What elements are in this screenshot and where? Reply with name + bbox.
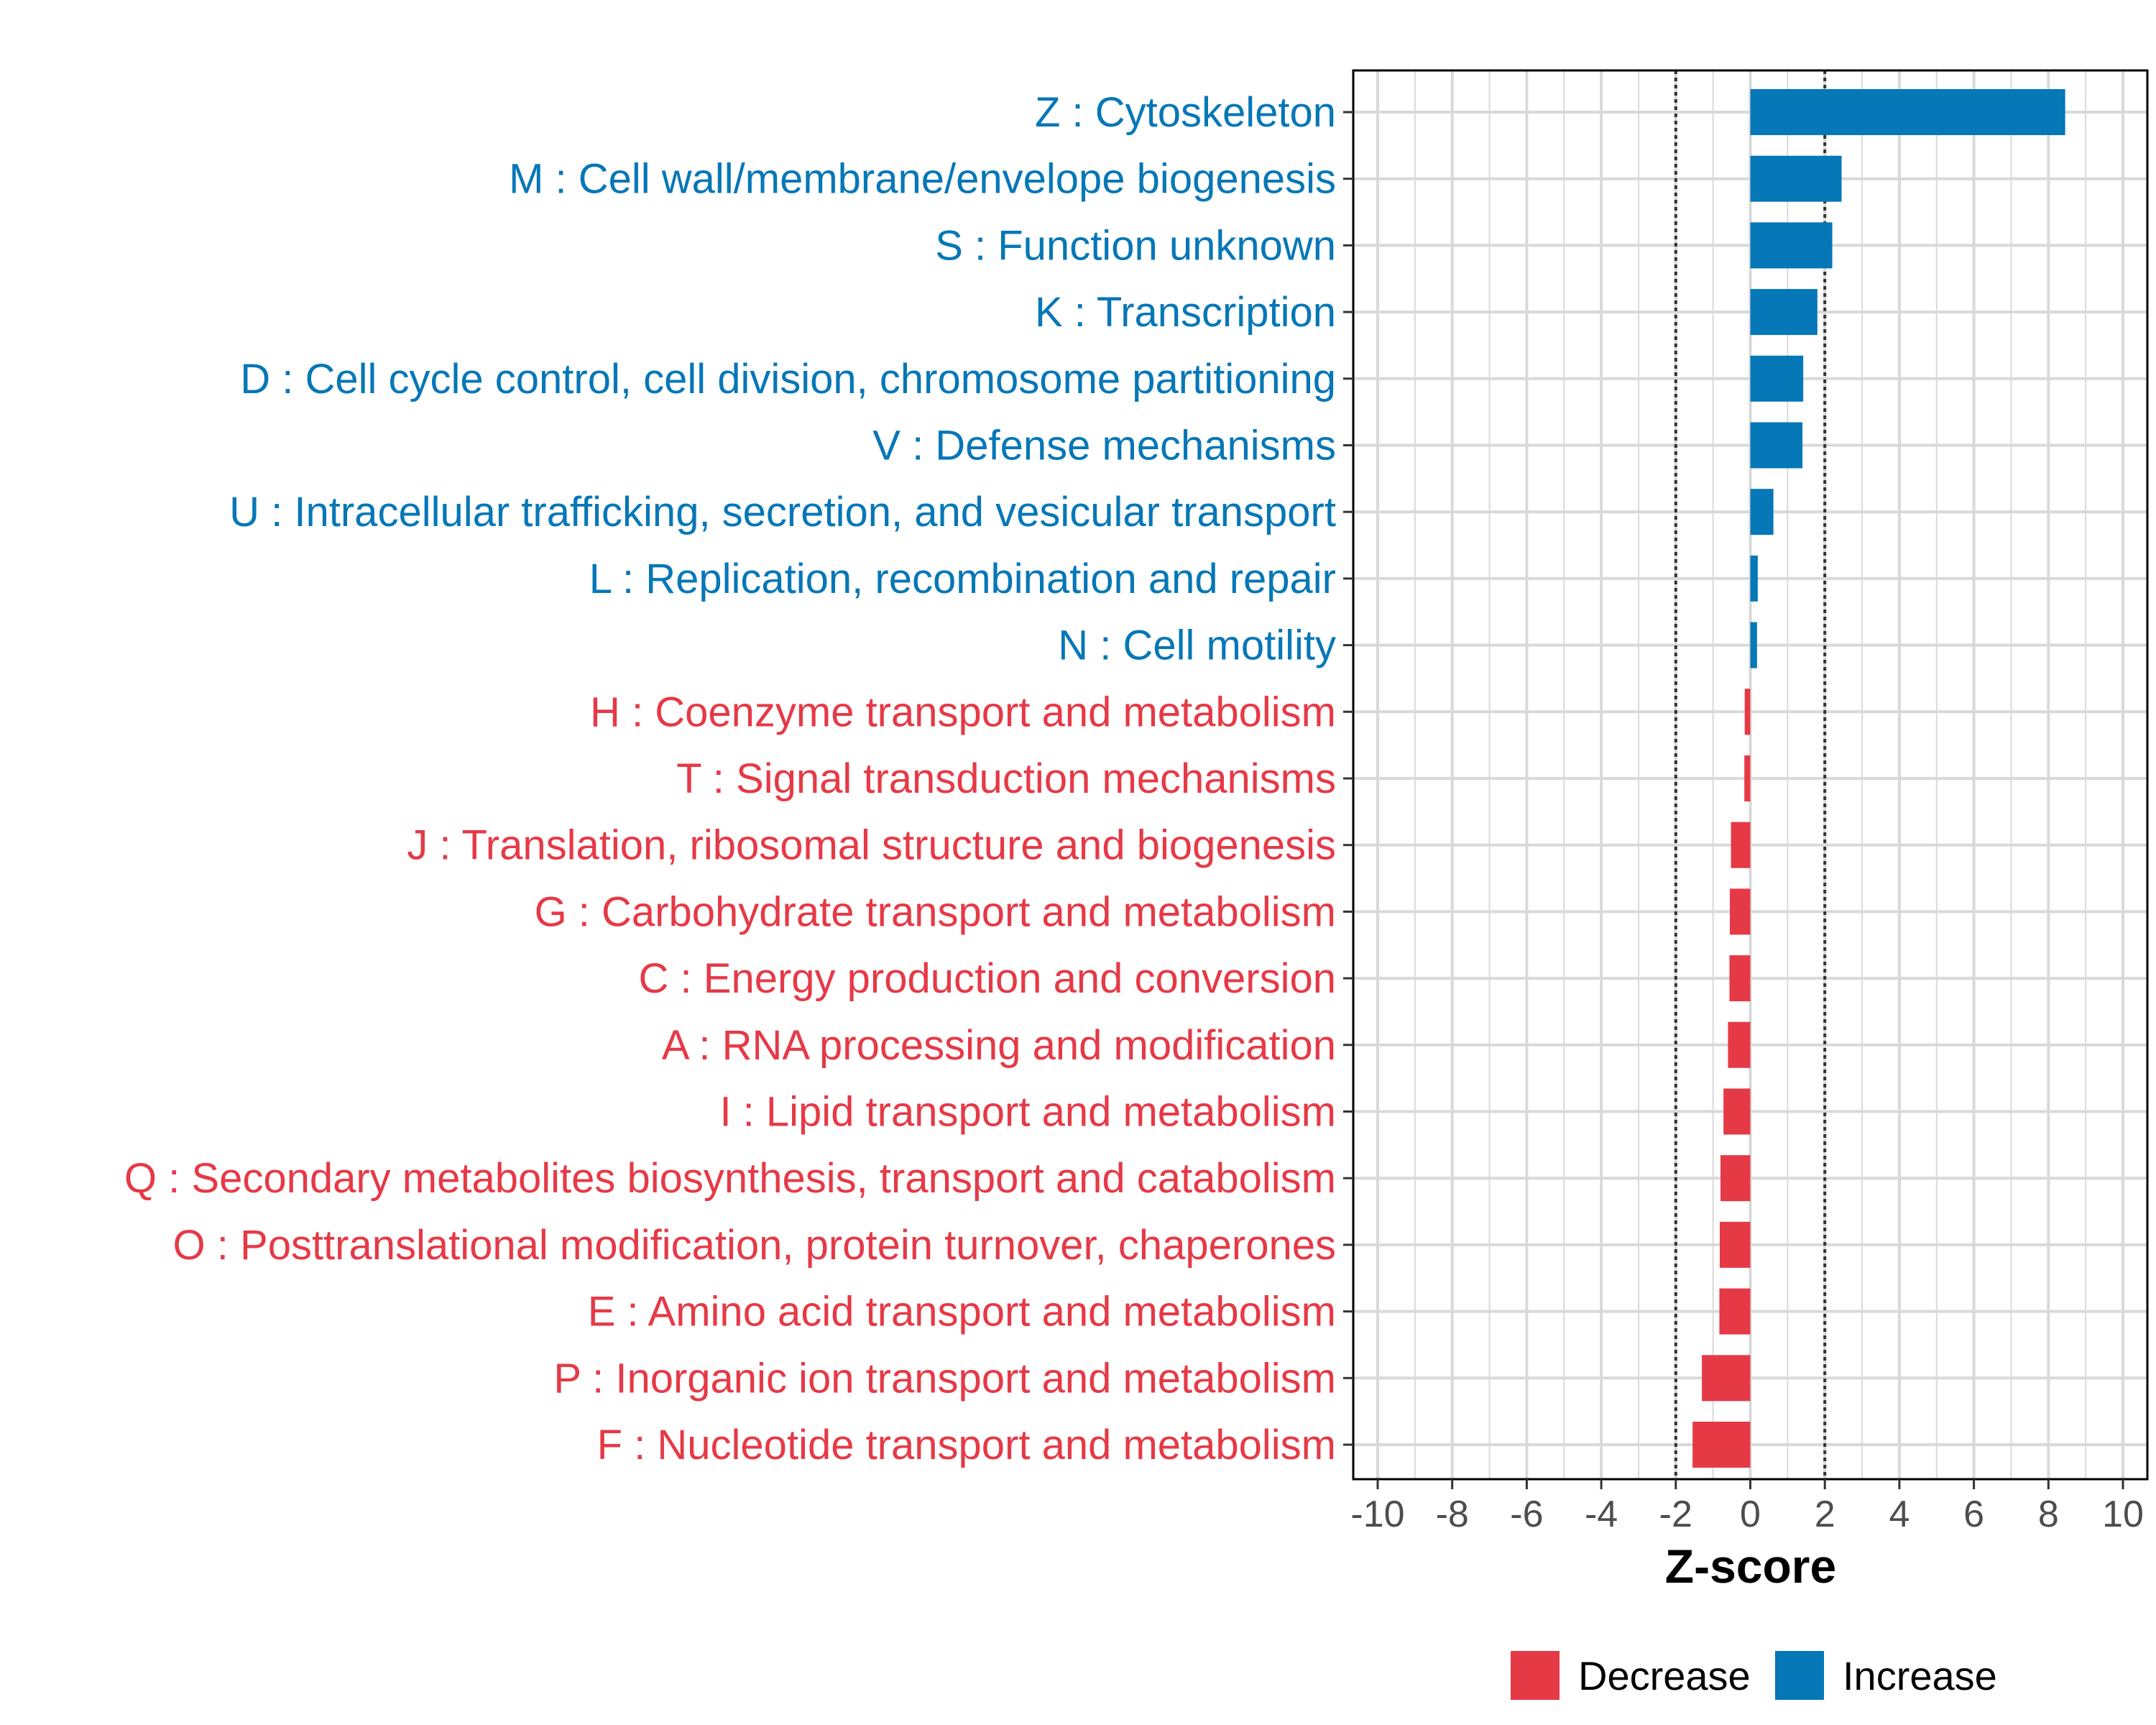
reference-lines xyxy=(1674,70,1827,1479)
legend-swatch xyxy=(1511,1651,1560,1700)
category-label: Z : Cytoskeleton xyxy=(1035,89,1336,136)
category-label: C : Energy production and conversion xyxy=(639,955,1336,1002)
category-label: D : Cell cycle control, cell division, c… xyxy=(240,356,1336,402)
bar xyxy=(1744,755,1751,801)
category-label: G : Carbohydrate transport and metabolis… xyxy=(535,888,1336,935)
category-label: H : Coenzyme transport and metabolism xyxy=(590,689,1336,735)
bar xyxy=(1750,89,2065,135)
bar xyxy=(1750,422,1803,469)
legend-swatch xyxy=(1775,1651,1824,1700)
category-label: T : Signal transduction mechanisms xyxy=(676,755,1336,802)
category-label: J : Translation, ribosomal structure and… xyxy=(407,822,1336,869)
x-tick-label: -2 xyxy=(1659,1494,1692,1535)
category-label: S : Function unknown xyxy=(935,222,1336,269)
bar xyxy=(1729,955,1751,1002)
bar xyxy=(1744,689,1751,735)
category-label: F : Nucleotide transport and metabolism xyxy=(597,1422,1336,1468)
bar xyxy=(1750,355,1804,402)
category-label: I : Lipid transport and metabolism xyxy=(719,1089,1336,1136)
category-label: O : Posttranslational modification, prot… xyxy=(173,1222,1336,1269)
x-tick-label: 4 xyxy=(1889,1494,1909,1535)
category-label: L : Replication, recombination and repai… xyxy=(589,556,1336,602)
legend-label: Decrease xyxy=(1578,1653,1751,1698)
x-tick-label: 2 xyxy=(1815,1494,1835,1535)
bar xyxy=(1731,822,1751,868)
bar xyxy=(1750,489,1774,535)
category-labels: Z : Cytoskeleton M : Cell wall/membrane/e… xyxy=(124,89,1336,1468)
category-label: P : Inorganic ion transport and metaboli… xyxy=(553,1355,1336,1402)
category-label: N : Cell motility xyxy=(1058,622,1336,669)
x-axis-ticks: -10 -8 -6 -4 -2 0 2 4 6 8 10 xyxy=(1350,1479,2144,1535)
x-tick-label: -10 xyxy=(1350,1494,1404,1535)
bar xyxy=(1719,1221,1751,1268)
legend: Decrease Increase xyxy=(1511,1651,1997,1700)
legend-label: Increase xyxy=(1843,1653,1997,1698)
category-label: V : Defense mechanisms xyxy=(872,423,1336,469)
bar xyxy=(1702,1355,1751,1402)
x-tick-label: -8 xyxy=(1436,1494,1469,1535)
bar xyxy=(1750,155,1842,202)
bar xyxy=(1719,1288,1751,1335)
bar xyxy=(1723,1088,1751,1135)
category-label: Q : Secondary metabolites biosynthesis, … xyxy=(124,1155,1336,1202)
bar xyxy=(1750,622,1757,668)
y-axis-ticks xyxy=(1343,111,1353,1446)
category-label: K : Transcription xyxy=(1035,289,1336,336)
bar xyxy=(1692,1422,1751,1468)
x-tick-label: 0 xyxy=(1740,1494,1761,1535)
bar xyxy=(1720,1155,1751,1202)
category-label: E : Amino acid transport and metabolism xyxy=(588,1289,1336,1335)
bars xyxy=(1692,89,2065,1468)
x-tick-label: -4 xyxy=(1585,1494,1618,1535)
x-tick-label: 10 xyxy=(2102,1494,2144,1535)
bar xyxy=(1750,555,1758,602)
x-tick-label: 8 xyxy=(2038,1494,2059,1535)
bar xyxy=(1750,289,1818,336)
category-label: A : RNA processing and modification xyxy=(662,1022,1336,1069)
category-label: M : Cell wall/membrane/envelope biogenes… xyxy=(509,156,1336,203)
bar xyxy=(1729,888,1751,935)
x-tick-label: 6 xyxy=(1963,1494,1984,1535)
bar xyxy=(1750,222,1833,269)
x-axis-title: Z-score xyxy=(1665,1540,1836,1593)
category-label: U : Intracellular trafficking, secretion… xyxy=(229,489,1336,535)
x-tick-label: -6 xyxy=(1510,1494,1543,1535)
bar xyxy=(1728,1021,1751,1068)
